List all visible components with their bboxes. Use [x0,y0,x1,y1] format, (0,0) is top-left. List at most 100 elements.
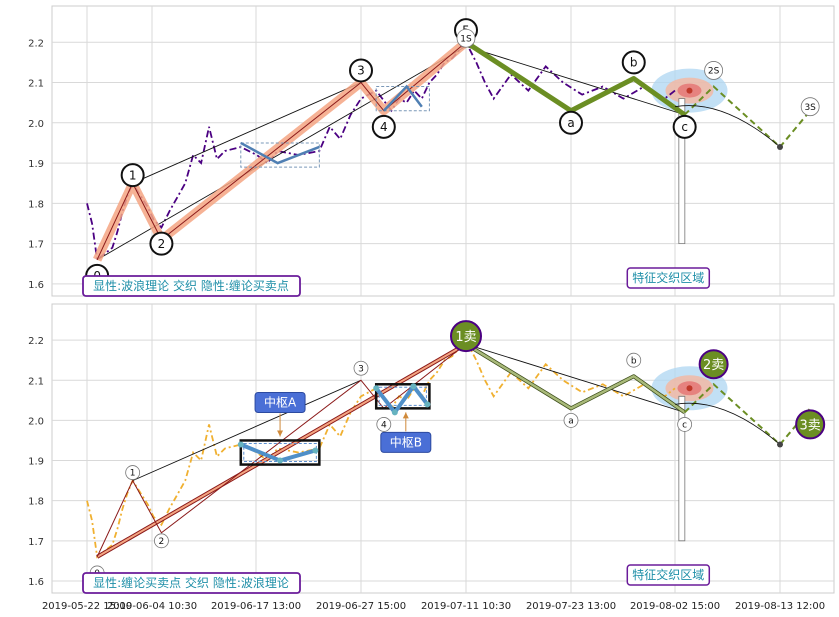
sell-point-label: 3卖 [800,418,821,433]
pivot-box [375,86,430,112]
feature-zone-label: 特征交织区域 [632,567,704,582]
y-tick-label: 1.9 [28,159,44,170]
sell-point-marker [450,320,482,353]
wave-label-circle [563,413,579,428]
wave-label-circle [120,163,145,188]
channel-line [96,45,467,261]
projection-line [683,382,811,446]
pivot-node [424,401,431,408]
wave-label-circle [154,533,169,549]
plot-area [51,303,835,594]
x-tick-label: 2019-06-04 10:30 [107,601,197,612]
wave-label: c [681,120,688,134]
feature-zone-label: 特征交织区域 [632,270,704,285]
wave-label-circle [677,417,693,432]
x-tick-label: 2019-08-02 15:00 [630,601,720,612]
channel-line [132,379,362,482]
sell-point-marker [698,349,729,380]
wave-label: 2 [158,237,166,251]
x-tick-label: 2019-06-27 15:00 [316,601,406,612]
x-tick-label: 2019-07-11 10:30 [421,601,511,612]
projection-line [683,85,811,149]
wave-label-circle [456,28,476,48]
forecast-end-point [777,143,783,150]
wave-label: 3S [804,103,816,113]
wave-label: a [567,116,574,130]
pivot-node [410,383,417,390]
pivot-label: 中枢A [264,394,297,409]
feature-zone-label-box [626,267,711,289]
y-tick-label: 1.8 [28,497,44,508]
y-tick-label: 1.6 [28,280,44,291]
pivot-label-box [380,431,432,453]
panel-top: 1.61.71.81.92.02.12.20123451Sabc2S3S特征交织… [28,5,835,297]
feature-zone-center [686,87,693,94]
wave-label: b [631,356,637,366]
channel-line [132,82,362,184]
wave-down-line [464,40,687,117]
y-tick-label: 1.7 [28,537,44,548]
wave-label: 4 [380,120,388,134]
pivot-box [239,439,321,466]
wave-label: 1 [129,168,137,182]
forecast-curve [674,105,781,148]
wave-label: a [568,417,574,427]
legend-text: 显性:波浪理论 交织 隐性:缠论买卖点 [93,278,289,293]
feature-zone-arrow [678,395,686,542]
wave-label-circle [349,58,373,83]
wave-label: 3 [358,364,364,374]
pivot-label-box [254,391,306,413]
y-tick-label: 2.0 [28,416,44,427]
y-tick-label: 2.1 [28,376,44,387]
pivot-box-inner [378,386,427,406]
y-tick-label: 2.0 [28,119,44,130]
wave-up-line [96,41,467,260]
y-tick-label: 1.6 [28,577,44,588]
y-tick-label: 1.9 [28,457,44,468]
sell-point-label: 1卖 [455,330,476,345]
wave-label-circle [621,50,646,75]
feature-zone-label-box [626,564,711,586]
channel-line [465,343,685,413]
wave-label-circle [149,231,174,256]
wave-label-circle [800,97,820,117]
pivot-label-arrowhead [402,412,409,419]
pivot-zigzag [374,384,429,415]
y-tick-label: 1.7 [28,240,44,251]
wave-label-circle [704,61,724,80]
sell-point-marker [795,409,826,440]
wave-label: b [630,56,638,70]
y-tick-label: 2.1 [28,79,44,90]
pivot-label-arrowhead [277,430,284,437]
pivot-node [237,441,244,448]
legend-text: 显性:缠论买卖点 交织 隐性:波浪理论 [93,575,289,590]
wave-label: 4 [381,421,387,431]
price-series-line [86,40,676,262]
x-tick-label: 2019-07-23 13:00 [526,601,616,612]
pivot-zigzag [240,141,320,165]
forecast-end-point [777,441,783,448]
legend-box [82,275,301,297]
wave-label-circle [376,417,392,432]
wave-label: 2 [159,537,165,547]
x-tick-label: 2019-08-13 12:00 [735,601,825,612]
wave-label-circle [559,110,583,135]
sell-point-label: 2卖 [703,358,724,373]
wave-label-circle [672,114,697,139]
wave-label: 1S [460,34,472,44]
price-series-line [86,338,676,559]
wave-label: 1 [130,469,136,479]
pivot-node [277,457,284,464]
trend-double-line-inner [96,343,467,558]
x-tick-label: 2019-06-17 13:00 [211,601,301,612]
wave-label-circle [125,465,141,480]
wave-up-thin [96,343,467,558]
pivot-label: 中枢B [390,434,422,449]
wave-down-line [465,343,686,414]
channel-line [465,45,685,116]
pivot-node [312,447,319,454]
y-tick-label: 2.2 [28,336,44,347]
wave-label-circle [353,360,369,376]
